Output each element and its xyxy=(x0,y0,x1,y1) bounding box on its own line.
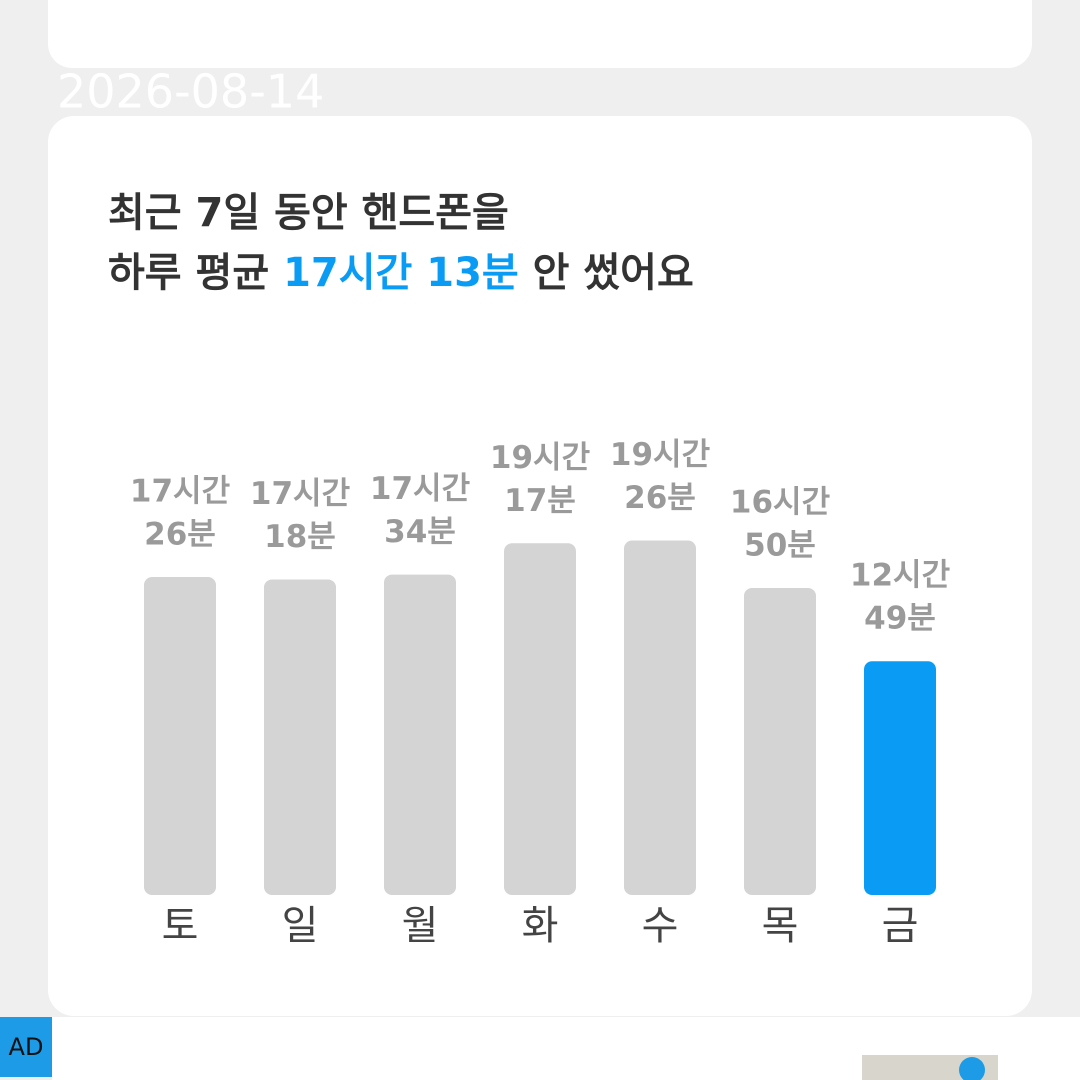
value-label: 26분 xyxy=(144,517,216,553)
title-text: 하루 평균 xyxy=(108,250,283,296)
bar xyxy=(744,587,816,895)
x-tick-label: 금 xyxy=(882,903,919,949)
bar xyxy=(264,579,336,895)
bar xyxy=(864,661,936,895)
value-label: 17시간 xyxy=(130,474,230,510)
x-tick-label: 일 xyxy=(282,903,319,949)
ad-badge xyxy=(0,1017,52,1077)
value-label: 19시간 xyxy=(490,440,590,476)
date-label: 2026-08-14 xyxy=(57,65,324,119)
ad-icon xyxy=(959,1057,985,1080)
bar xyxy=(504,543,576,895)
title-line: 최근 7일 동안 핸드폰을 xyxy=(108,190,509,236)
ad-badge-text: AD xyxy=(9,1033,44,1061)
x-tick-label: 토 xyxy=(162,903,199,949)
value-label: 17시간 xyxy=(250,476,350,512)
value-label: 49분 xyxy=(864,601,936,637)
title-line: 하루 평균 17시간 13분 안 썼어요 xyxy=(108,250,694,296)
value-label: 18분 xyxy=(264,519,336,555)
value-label: 12시간 xyxy=(850,558,950,594)
title-highlight: 17시간 13분 xyxy=(283,250,519,296)
value-label: 50분 xyxy=(744,527,816,563)
bar xyxy=(384,574,456,895)
value-label: 26분 xyxy=(624,480,696,516)
x-tick-label: 수 xyxy=(642,903,679,949)
value-label: 17분 xyxy=(504,483,576,519)
x-tick-label: 화 xyxy=(522,903,559,949)
bar xyxy=(624,540,696,895)
previous-card xyxy=(48,0,1032,68)
value-label: 17시간 xyxy=(370,471,470,507)
x-tick-label: 월 xyxy=(402,903,439,949)
value-label: 19시간 xyxy=(610,437,710,473)
value-label: 34분 xyxy=(384,514,456,550)
bar xyxy=(144,577,216,895)
title-text: 안 썼어요 xyxy=(519,250,694,296)
x-tick-label: 목 xyxy=(762,903,799,949)
value-label: 16시간 xyxy=(730,484,830,520)
